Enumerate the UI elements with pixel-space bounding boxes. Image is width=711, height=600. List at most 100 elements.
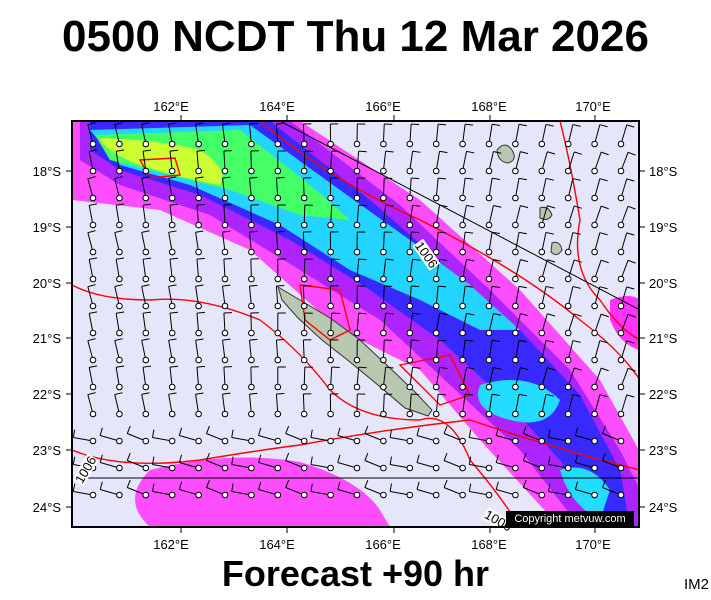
wind-barb-station	[142, 464, 150, 472]
lat-label: 20°S	[33, 276, 62, 291]
wind-barb-flag	[126, 425, 131, 434]
wind-barb-shaft	[310, 491, 331, 496]
wind-barb-flag	[285, 479, 290, 488]
wind-barb-flag	[574, 454, 579, 463]
wind-barb-station	[380, 329, 387, 337]
wind-barb-station	[221, 167, 229, 175]
wind-barb-shaft	[88, 259, 94, 280]
wind-barb-shaft	[567, 124, 574, 145]
wind-barb-station	[248, 194, 255, 202]
wind-barb-station	[116, 140, 123, 148]
wind-barb-flag	[222, 338, 231, 341]
wind-barb-flag	[491, 339, 501, 342]
wind-barb-station	[168, 167, 176, 175]
wind-barb-shaft	[142, 313, 147, 334]
wind-barb-shaft	[114, 340, 120, 361]
wind-barb-station	[380, 410, 387, 418]
wind-barb-station	[248, 356, 255, 364]
wind-barb-flag	[491, 231, 501, 234]
wind-barb-flag	[547, 205, 556, 209]
wind-barb-flag	[545, 339, 554, 343]
wind-barb-shaft	[409, 340, 412, 361]
wind-barb-shaft	[575, 435, 595, 442]
wind-barb-shaft	[73, 437, 94, 442]
wind-barb-flag	[411, 285, 420, 288]
wind-barb-station	[327, 194, 334, 202]
wind-barb-flag	[545, 123, 554, 127]
wind-barb-flag	[574, 205, 582, 209]
wind-barb-station	[168, 410, 176, 418]
wind-barb-shaft	[275, 232, 279, 253]
wind-barb-shaft	[337, 435, 358, 442]
wind-barb-shaft	[382, 151, 387, 172]
wind-barb-shaft	[602, 460, 622, 469]
wind-barb-flag	[438, 231, 447, 234]
wind-barb-station	[221, 491, 229, 499]
wind-barb-flag	[89, 365, 98, 368]
wind-barb-flag	[626, 232, 635, 236]
wind-barb-flag	[520, 205, 529, 209]
wind-barb-shaft	[330, 367, 333, 388]
lat-label: 22°S	[33, 387, 62, 402]
wind-barb-shaft	[488, 367, 494, 388]
wind-barb-station	[380, 491, 387, 499]
wind-barb-shaft	[142, 205, 147, 226]
wind-barb-flag	[600, 313, 609, 318]
wind-barb-shaft	[541, 259, 548, 280]
wind-barb-station	[538, 167, 546, 175]
wind-barb-flag	[599, 286, 608, 290]
wind-barb-station	[485, 167, 493, 175]
wind-barb-shaft	[73, 491, 94, 496]
wind-barb-shaft	[409, 232, 412, 253]
wind-barb-station	[353, 383, 361, 391]
wind-barb-flag	[574, 259, 582, 263]
wind-barb-flag	[337, 427, 341, 436]
wind-barb-shaft	[488, 286, 493, 307]
wind-barb-flag	[600, 367, 609, 372]
map-title: 0500 NCDT Thu 12 Mar 2026	[62, 12, 649, 61]
wind-barb-flag	[572, 394, 581, 397]
wind-barb-shaft	[330, 259, 333, 280]
wind-barb-shaft	[620, 178, 628, 199]
wind-barb-flag	[411, 231, 420, 234]
wind-barb-shaft	[222, 178, 226, 199]
wind-barb-station	[300, 410, 308, 418]
wind-barb-flag	[466, 150, 475, 154]
wind-barb-flag	[411, 339, 420, 342]
wind-barb-flag	[522, 452, 527, 461]
wind-barb-shaft	[594, 151, 602, 172]
wind-barb-flag	[493, 205, 502, 208]
wind-barb-flag	[438, 177, 447, 180]
wind-barb-flag	[385, 258, 394, 261]
wind-barb-flag	[169, 149, 179, 152]
wind-barb-station	[485, 194, 493, 202]
wind-barb-station	[538, 464, 546, 472]
wind-barb-shaft	[462, 367, 467, 388]
wind-barb-flag	[599, 232, 608, 236]
wind-barb-flag	[116, 203, 125, 206]
wind-barb-flag	[249, 230, 258, 233]
wind-barb-shaft	[337, 489, 358, 496]
lat-label: 19°S	[33, 220, 62, 235]
wind-barb-station	[591, 140, 598, 148]
wind-barb-station	[195, 167, 202, 175]
wind-barb-flag	[443, 479, 448, 488]
wind-barb-shaft	[567, 286, 574, 307]
lon-label: 162°E	[153, 99, 189, 114]
wind-barb-shaft	[462, 394, 466, 415]
wind-barb-shaft	[488, 232, 493, 253]
wind-barb-flag	[99, 454, 103, 463]
wind-barb-station	[300, 194, 308, 202]
wind-barb-station	[406, 248, 414, 256]
wind-barb-shaft	[87, 286, 94, 307]
wind-barb-shaft	[416, 462, 437, 469]
wind-barb-shaft	[382, 231, 385, 253]
wind-barb-shaft	[168, 232, 173, 253]
wind-barb-station	[221, 194, 229, 202]
wind-barb-shaft	[206, 487, 226, 496]
wind-barb-station	[406, 221, 414, 229]
wind-barb-station	[195, 383, 202, 391]
wind-barb-shaft	[248, 286, 252, 307]
wind-barb-station	[459, 383, 466, 391]
wind-barb-shaft	[127, 487, 146, 496]
